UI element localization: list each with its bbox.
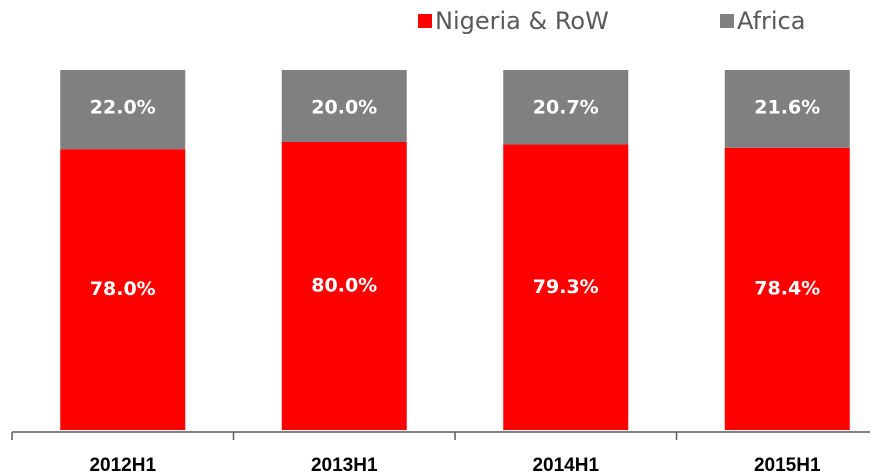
bar-segment — [60, 70, 186, 150]
x-tick-label: 2012H1 — [89, 455, 156, 476]
x-tick-label: 2013H1 — [311, 455, 378, 476]
legend-label: Nigeria & RoW — [435, 7, 609, 35]
legend-swatch — [720, 14, 734, 28]
bar-segment — [503, 144, 629, 430]
bar-segment — [724, 147, 850, 430]
data-label: 21.6% — [754, 97, 820, 119]
bar-segment — [281, 70, 407, 142]
bar-segment — [503, 70, 629, 145]
bar-segment — [281, 142, 407, 430]
data-label: 78.0% — [90, 278, 156, 300]
data-label: 78.4% — [754, 277, 820, 299]
x-tick-label: 2014H1 — [532, 455, 599, 476]
bar-segment — [724, 70, 850, 148]
data-label: 20.7% — [533, 97, 599, 119]
legend-label: Africa — [737, 7, 805, 35]
data-label: 80.0% — [311, 275, 377, 297]
x-tick-label: 2015H1 — [754, 455, 821, 476]
data-label: 79.3% — [533, 276, 599, 298]
legend-swatch — [418, 14, 432, 28]
data-label: 22.0% — [90, 97, 156, 119]
bar-segment — [60, 149, 186, 430]
data-label: 20.0% — [311, 97, 377, 119]
